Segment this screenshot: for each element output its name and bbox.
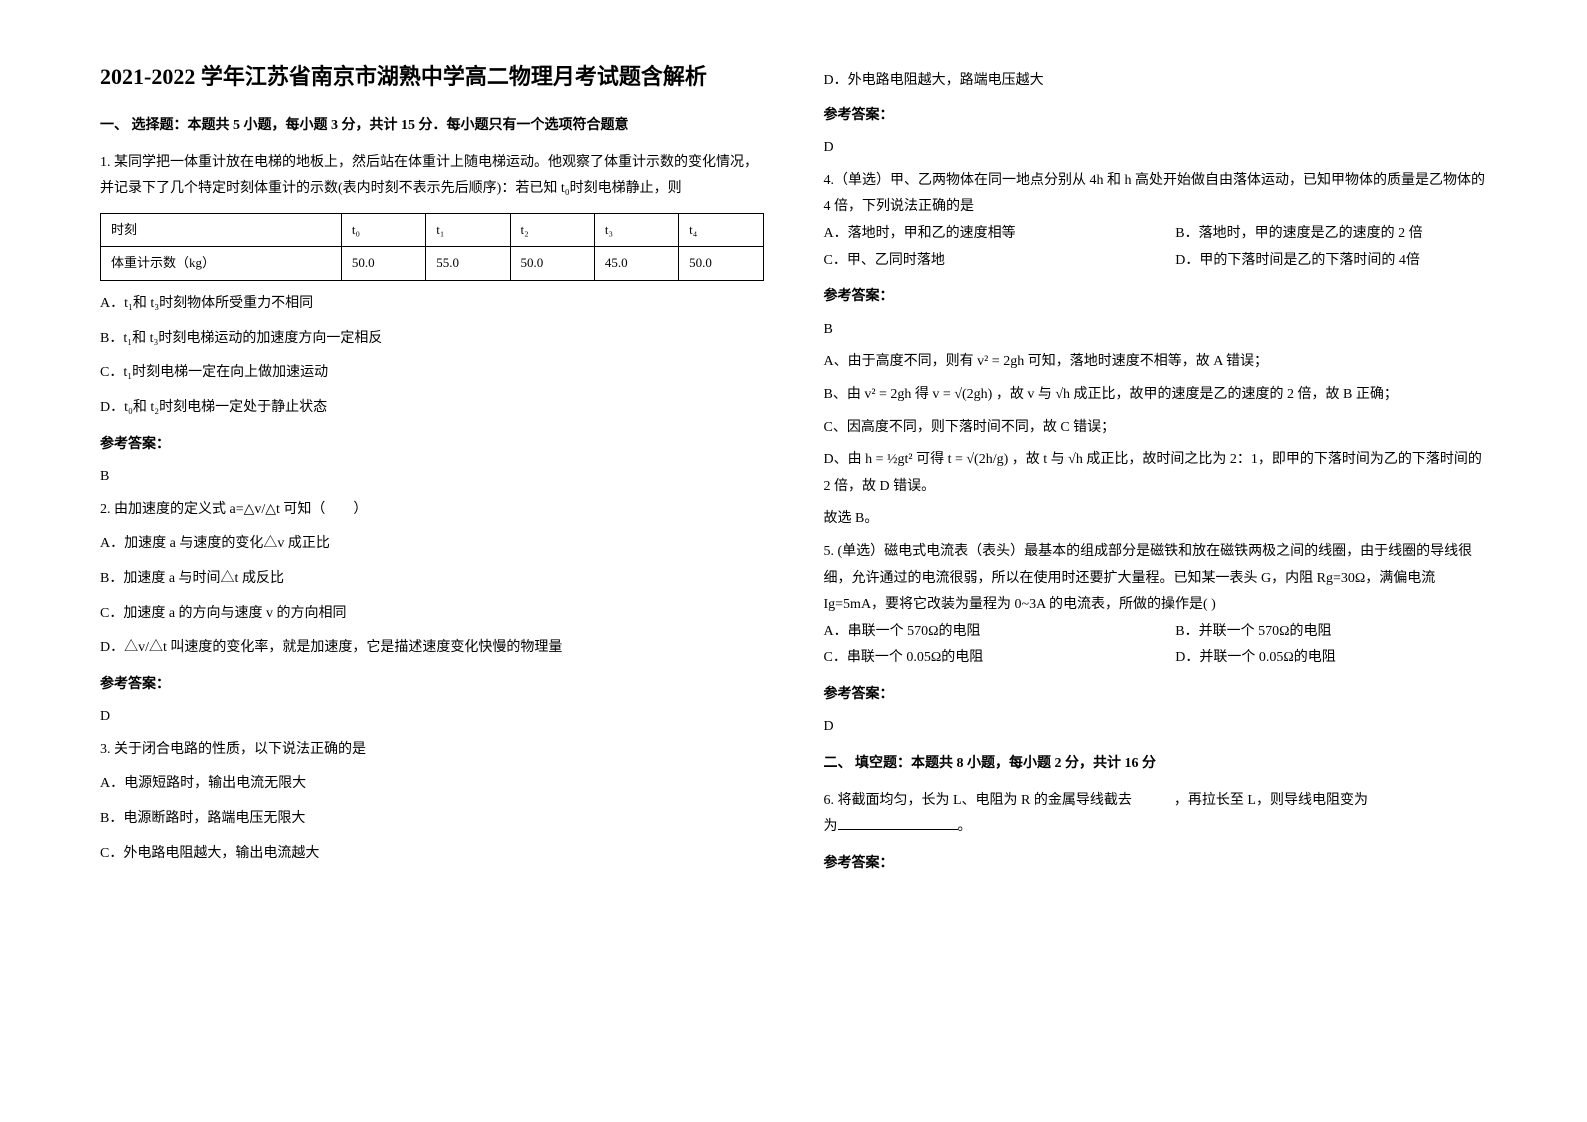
q1-optB: B．t₁和 t₃时刻电梯运动的加速度方向一定相反: [100, 326, 764, 353]
q6-blank-prefix: 为: [824, 819, 838, 834]
q6-intro2: 。: [958, 819, 972, 834]
q5-intro: 5. (单选）磁电式电流表（表头）最基本的组成部分是磁铁和放在磁铁两极之间的线圈…: [824, 539, 1488, 619]
table-cell: 时刻: [101, 213, 342, 247]
table-cell: 50.0: [341, 247, 425, 281]
q2-optA: A．加速度 a 与速度的变化△v 成正比: [100, 531, 764, 558]
section1-heading: 一、 选择题：本题共 5 小题，每小题 3 分，共计 15 分．每小题只有一个选…: [100, 113, 764, 140]
q4: 4.（单选）甲、乙两物体在同一地点分别从 4h 和 h 高处开始做自由落体运动，…: [824, 168, 1488, 274]
q4-optC: C．甲、乙同时落地: [824, 248, 1136, 275]
q2: 2. 由加速度的定义式 a=△v/△t 可知（ ） A．加速度 a 与速度的变化…: [100, 497, 764, 662]
q5-optD: D．并联一个 0.05Ω的电阻: [1175, 645, 1487, 672]
q4-explA: A、由于高度不同，则有 v² = 2gh 可知，落地时速度不相等，故 A 错误；: [824, 349, 1488, 376]
q3-answer: D: [824, 135, 1488, 162]
q1-optA: A．t₁和 t₃时刻物体所受重力不相同: [100, 291, 764, 318]
q4-optB: B．落地时，甲的速度是乙的速度的 2 倍: [1175, 221, 1487, 248]
table-cell: t₃: [594, 213, 678, 247]
table-cell: t₂: [510, 213, 594, 247]
q3-optB: B．电源断路时，路端电压无限大: [100, 806, 764, 833]
table-cell: 50.0: [510, 247, 594, 281]
q4-intro: 4.（单选）甲、乙两物体在同一地点分别从 4h 和 h 高处开始做自由落体运动，…: [824, 168, 1488, 221]
q4-answer-label: 参考答案：: [824, 284, 1488, 311]
q3-optA: A．电源短路时，输出电流无限大: [100, 771, 764, 798]
q5-optC: C．串联一个 0.05Ω的电阻: [824, 645, 1136, 672]
left-column: 2021-2022 学年江苏省南京市湖熟中学高二物理月考试题含解析 一、 选择题…: [100, 60, 764, 1062]
q4-optD: D．甲的下落时间是乙的下落时间的 4倍: [1175, 248, 1487, 275]
q4-optA: A．落地时，甲和乙的速度相等: [824, 221, 1136, 248]
q1-answer-label: 参考答案：: [100, 432, 764, 459]
q1-intro: 1. 某同学把一体重计放在电梯的地板上，然后站在体重计上随电梯运动。他观察了体重…: [100, 150, 764, 203]
q6: 6. 将截面均匀，长为 L、电阻为 R 的金属导线截去 ，再拉长至 L，则导线电…: [824, 788, 1488, 841]
q5: 5. (单选）磁电式电流表（表头）最基本的组成部分是磁铁和放在磁铁两极之间的线圈…: [824, 539, 1488, 672]
q2-optC: C．加速度 a 的方向与速度 v 的方向相同: [100, 601, 764, 628]
q5-optA: A．串联一个 570Ω的电阻: [824, 619, 1136, 646]
q6-intro: 6. 将截面均匀，长为 L、电阻为 R 的金属导线截去 ，再拉长至 L，则导线电…: [824, 793, 1368, 808]
q4-conclusion: 故选 B。: [824, 506, 1488, 533]
table-cell: t₁: [426, 213, 510, 247]
q1-optC: C．t₁时刻电梯一定在向上做加速运动: [100, 360, 764, 387]
q3: 3. 关于闭合电路的性质，以下说法正确的是 A．电源短路时，输出电流无限大 B．…: [100, 737, 764, 867]
q4-explB: B、由 v² = 2gh 得 v = √(2gh) ，故 v 与 √h 成正比，…: [824, 382, 1488, 409]
table-cell: 55.0: [426, 247, 510, 281]
q6-answer-label: 参考答案：: [824, 851, 1488, 878]
q4-explD: D、由 h = ½gt² 可得 t = √(2h/g) ，故 t 与 √h 成正…: [824, 447, 1488, 500]
table-cell: 体重计示数（kg）: [101, 247, 342, 281]
q2-optD: D．△v/△t 叫速度的变化率，就是加速度，它是描述速度变化快慢的物理量: [100, 635, 764, 662]
q3-answer-label: 参考答案：: [824, 103, 1488, 130]
right-column: D．外电路电阻越大，路端电压越大 参考答案： D 4.（单选）甲、乙两物体在同一…: [824, 60, 1488, 1062]
q3-optC: C．外电路电阻越大，输出电流越大: [100, 841, 764, 868]
q5-answer-label: 参考答案：: [824, 682, 1488, 709]
q3-intro: 3. 关于闭合电路的性质，以下说法正确的是: [100, 737, 764, 764]
q5-optB: B．并联一个 570Ω的电阻: [1175, 619, 1487, 646]
q2-intro: 2. 由加速度的定义式 a=△v/△t 可知（ ）: [100, 497, 764, 524]
section2-heading: 二、 填空题：本题共 8 小题，每小题 2 分，共计 16 分: [824, 751, 1488, 778]
q3-optD: D．外电路电阻越大，路端电压越大: [824, 68, 1488, 95]
q5-answer: D: [824, 714, 1488, 741]
table-row: 体重计示数（kg） 50.0 55.0 50.0 45.0 50.0: [101, 247, 764, 281]
q6-blank: [838, 816, 958, 830]
table-cell: 45.0: [594, 247, 678, 281]
table-row: 时刻 t₀ t₁ t₂ t₃ t₄: [101, 213, 764, 247]
q2-optB: B．加速度 a 与时间△t 成反比: [100, 566, 764, 593]
q1: 1. 某同学把一体重计放在电梯的地板上，然后站在体重计上随电梯运动。他观察了体重…: [100, 150, 764, 422]
table-cell: t₀: [341, 213, 425, 247]
q2-answer-label: 参考答案：: [100, 672, 764, 699]
q4-explC: C、因高度不同，则下落时间不同，故 C 错误；: [824, 415, 1488, 442]
main-title: 2021-2022 学年江苏省南京市湖熟中学高二物理月考试题含解析: [100, 60, 764, 93]
q1-table: 时刻 t₀ t₁ t₂ t₃ t₄ 体重计示数（kg） 50.0 55.0 50…: [100, 213, 764, 281]
table-cell: t₄: [679, 213, 763, 247]
q1-optD: D．t₀和 t₂时刻电梯一定处于静止状态: [100, 395, 764, 422]
q4-answer: B: [824, 317, 1488, 344]
table-cell: 50.0: [679, 247, 763, 281]
q2-answer: D: [100, 704, 764, 731]
q1-answer: B: [100, 464, 764, 491]
